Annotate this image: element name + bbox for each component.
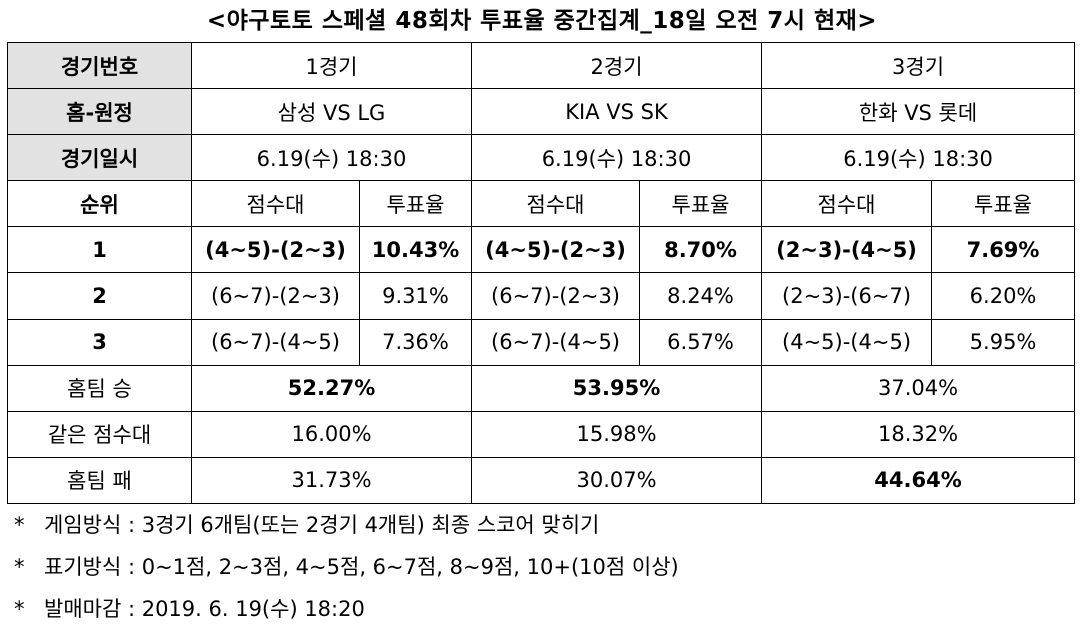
vote-rate-table: 경기번호 1경기 2경기 3경기 홈-원정 삼성 VS LG KIA VS SK… [7, 41, 1076, 505]
note-bullet: * [14, 555, 25, 579]
page-title: <야구토토 스페셜 48회차 투표율 중간집계_18일 오전 7시 현재> [206, 8, 878, 34]
rank-3-number: 3 [7, 318, 192, 366]
game-3-matchup: 한화 VS 롯데 [761, 88, 1076, 136]
game-1-rank-1-rate: 10.43% [358, 226, 473, 274]
game-1-rank-1-score: (4~5)-(2~3) [191, 226, 360, 274]
game-2-rank-1-rate: 8.70% [639, 226, 763, 274]
game-3-same-score: 18.32% [761, 410, 1076, 458]
game-3-datetime: 6.19(수) 18:30 [761, 134, 1076, 182]
game-1-rank-2-rate: 9.31% [358, 272, 473, 320]
game-number-label: 경기번호 [7, 41, 192, 90]
rank-header-row: 순위 점수대 투표율 점수대 투표율 점수대 투표율 [7, 180, 1076, 228]
home-away-row: 홈-원정 삼성 VS LG KIA VS SK 한화 VS 롯데 [7, 88, 1076, 136]
note-bullet: * [14, 597, 25, 621]
home-win-row: 홈팀 승 52.27% 53.95% 37.04% [7, 364, 1076, 412]
game-2-same-score: 15.98% [471, 410, 763, 458]
same-score-row: 같은 점수대 16.00% 15.98% 18.32% [7, 410, 1076, 458]
game-1-rank-3-rate: 7.36% [358, 318, 473, 366]
game-2-rank-3-score: (6~7)-(4~5) [471, 318, 641, 366]
game-date-row: 경기일시 6.19(수) 18:30 6.19(수) 18:30 6.19(수)… [7, 134, 1076, 182]
game-3-rate-header: 투표율 [931, 180, 1076, 228]
note-text: 발매마감 : 2019. 6. 19(수) 18:20 [44, 597, 365, 621]
rank-1-row: 1 (4~5)-(2~3) 10.43% (4~5)-(2~3) 8.70% (… [7, 226, 1076, 274]
rank-2-number: 2 [7, 272, 192, 320]
home-loss-label: 홈팀 패 [7, 456, 192, 505]
game-3-rank-3-rate: 5.95% [931, 318, 1076, 366]
game-3-home-win: 37.04% [761, 364, 1076, 412]
rank-label: 순위 [7, 180, 192, 228]
game-1-rate-header: 투표율 [358, 180, 473, 228]
game-1-name: 1경기 [190, 41, 473, 90]
game-3-score-header: 점수대 [761, 180, 933, 228]
game-3-rank-1-rate: 7.69% [931, 226, 1076, 274]
note-game-method: * 게임방식 : 3경기 6개팀(또는 2경기 4개팀) 최종 스코어 맞히기 [14, 504, 1074, 546]
game-1-rank-2-score: (6~7)-(2~3) [191, 272, 360, 320]
game-3-name: 3경기 [761, 41, 1076, 90]
game-2-score-header: 점수대 [471, 180, 641, 228]
rank-3-row: 3 (6~7)-(4~5) 7.36% (6~7)-(4~5) 6.57% (4… [7, 318, 1076, 366]
home-loss-row: 홈팀 패 31.73% 30.07% 44.64% [7, 456, 1076, 505]
note-text: 게임방식 : 3경기 6개팀(또는 2경기 4개팀) 최종 스코어 맞히기 [44, 513, 600, 537]
game-3-rank-2-rate: 6.20% [931, 272, 1076, 320]
game-3-rank-1-score: (2~3)-(4~5) [761, 226, 933, 274]
game-1-same-score: 16.00% [190, 410, 473, 458]
game-2-rank-3-rate: 6.57% [639, 318, 763, 366]
game-2-home-win: 53.95% [471, 364, 763, 412]
game-3-rank-2-score: (2~3)-(6~7) [761, 272, 933, 320]
rank-2-row: 2 (6~7)-(2~3) 9.31% (6~7)-(2~3) 8.24% (2… [7, 272, 1076, 320]
game-2-matchup: KIA VS SK [471, 88, 763, 136]
game-2-home-loss: 30.07% [471, 456, 763, 505]
note-notation-method: * 표기방식 : 0~1점, 2~3점, 4~5점, 6~7점, 8~9점, 10… [14, 546, 1074, 588]
game-2-name: 2경기 [471, 41, 763, 90]
home-away-label: 홈-원정 [7, 88, 192, 136]
game-2-rank-1-score: (4~5)-(2~3) [471, 226, 641, 274]
game-1-home-win: 52.27% [190, 364, 473, 412]
game-number-row: 경기번호 1경기 2경기 3경기 [7, 41, 1076, 90]
home-win-label: 홈팀 승 [7, 364, 192, 412]
game-3-home-loss: 44.64% [761, 456, 1076, 505]
game-2-rank-2-score: (6~7)-(2~3) [471, 272, 641, 320]
game-3-rank-3-score: (4~5)-(4~5) [761, 318, 933, 366]
game-2-datetime: 6.19(수) 18:30 [471, 134, 763, 182]
notes-section: * 게임방식 : 3경기 6개팀(또는 2경기 4개팀) 최종 스코어 맞히기 *… [14, 504, 1074, 630]
game-1-home-loss: 31.73% [190, 456, 473, 505]
note-bullet: * [14, 513, 25, 537]
game-1-datetime: 6.19(수) 18:30 [190, 134, 473, 182]
same-score-label: 같은 점수대 [7, 410, 192, 458]
rank-1-number: 1 [7, 226, 192, 274]
game-2-rank-2-rate: 8.24% [639, 272, 763, 320]
note-sales-deadline: * 발매마감 : 2019. 6. 19(수) 18:20 [14, 588, 1074, 630]
game-date-label: 경기일시 [7, 134, 192, 182]
note-text: 표기방식 : 0~1점, 2~3점, 4~5점, 6~7점, 8~9점, 10+… [44, 555, 679, 579]
game-1-score-header: 점수대 [191, 180, 360, 228]
game-2-rate-header: 투표율 [639, 180, 763, 228]
game-1-rank-3-score: (6~7)-(4~5) [191, 318, 360, 366]
game-1-matchup: 삼성 VS LG [190, 88, 473, 136]
